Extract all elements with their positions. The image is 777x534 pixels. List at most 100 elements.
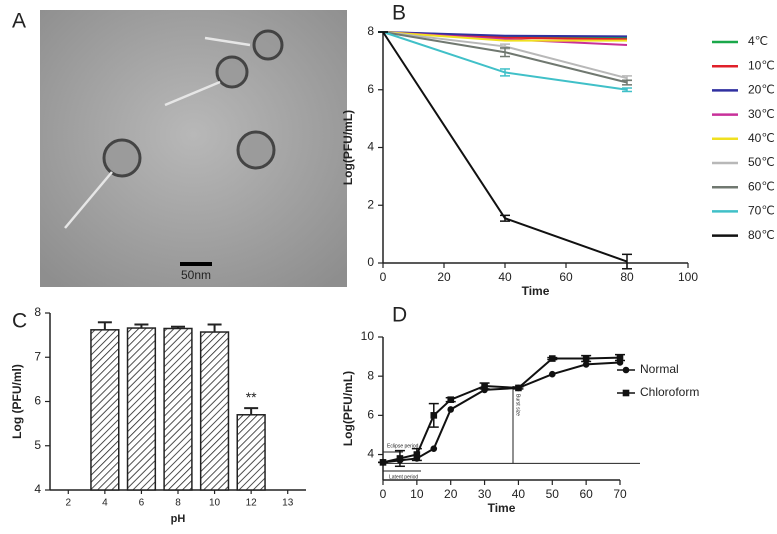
x-tick-label: 4 [102,498,108,509]
legend-label: Normal [640,362,679,376]
phage-head [252,29,284,61]
x-tick-label: 40 [512,487,526,501]
x-tick-label: 20 [437,270,451,284]
legend-label: 4℃ [748,34,768,48]
legend-label: 50℃ [748,155,775,169]
x-tick-label: 30 [478,487,492,501]
marker [430,445,438,452]
y-axis-label: Log(PFU/mL) [341,110,355,185]
marker [379,459,387,466]
panel-letter: B [392,2,406,25]
marker [548,370,556,378]
error-bar [500,47,510,58]
y-axis-label: Log(PFU/mL) [341,371,355,446]
marker [447,406,455,413]
bar [163,327,193,491]
legend-marker [622,366,630,374]
bar [126,327,157,491]
x-tick-label: 6 [139,498,145,509]
x-tick-label: 12 [246,498,258,509]
series-line [382,31,628,263]
marker [582,361,590,368]
y-tick-label: 6 [34,394,41,408]
legend-label: 40℃ [748,131,775,145]
error-bar [622,79,632,86]
marker [548,355,556,362]
y-tick-label: 8 [34,305,41,319]
y-tick-label: 4 [367,140,374,154]
x-tick-label: 80 [620,270,634,284]
x-axis-label: Time [522,284,550,298]
y-tick-label: 7 [34,349,41,363]
marker [447,396,455,403]
error-bar [171,325,185,329]
marker [515,384,522,392]
series-line [382,356,621,464]
y-tick-label: 5 [34,438,41,452]
legend-label: 30℃ [748,107,775,121]
panel-letter: A [12,10,26,33]
series-line [382,31,628,38]
series-line [382,31,627,42]
x-tick-label: 2 [66,498,72,509]
x-axis-label: pH [171,513,186,525]
bar [90,329,120,491]
x-tick-label: 40 [498,270,512,284]
y-axis-label: Log (PFU/ml) [10,364,24,439]
legend-label: 80℃ [748,228,775,242]
marker [430,412,438,419]
error-bar [244,407,259,415]
legend-label: 20℃ [748,83,775,97]
y-tick-label: 2 [367,197,374,211]
marker [396,455,404,462]
bar [236,414,266,491]
legend-label: 70℃ [748,204,775,218]
y-tick-label: 8 [367,368,374,382]
x-tick-label: 0 [380,487,387,501]
phage-tail [164,80,221,107]
x-tick-label: 100 [678,270,698,284]
error-bar [500,68,510,77]
x-tick-label: 70 [613,487,627,501]
marker [582,355,590,362]
phage-head [102,138,142,178]
y-tick-label: 6 [367,408,374,422]
x-tick-label: 10 [209,498,221,509]
y-tick-label: 4 [34,482,41,496]
x-tick-label: 50 [546,487,560,501]
error-bar [97,321,112,330]
x-tick-label: 20 [444,487,458,501]
phage-head [236,130,276,170]
scale-bar-label: 50nm [181,268,211,282]
marker [616,354,624,361]
annotation: Eclipse period [387,443,419,449]
x-tick-label: 0 [380,270,387,284]
error-bar [500,214,510,222]
x-tick-label: 60 [559,270,573,284]
legend-label: Chloroform [640,385,699,399]
significance: ** [246,389,257,405]
legend-label: 60℃ [748,179,775,193]
error-bar [622,253,632,270]
marker [481,382,488,390]
y-tick-label: 8 [367,24,374,38]
legend-label: 10℃ [748,58,775,72]
x-tick-label: 10 [410,487,424,501]
error-bar [207,323,222,333]
annotation: Latent period [389,474,418,480]
marker [413,451,421,458]
micrograph [40,10,347,287]
x-tick-label: 13 [282,498,294,509]
panel-letter: D [392,304,407,327]
y-tick-label: 10 [361,329,375,343]
y-tick-label: 6 [367,82,374,96]
x-axis-label: Time [488,501,516,515]
phage-tail [204,36,251,47]
y-tick-label: 4 [367,447,374,461]
y-tick-label: 0 [367,255,374,269]
phage-tail [64,171,113,229]
panel-letter: C [12,310,27,333]
phage-head [215,55,249,89]
legend-marker [622,389,630,397]
